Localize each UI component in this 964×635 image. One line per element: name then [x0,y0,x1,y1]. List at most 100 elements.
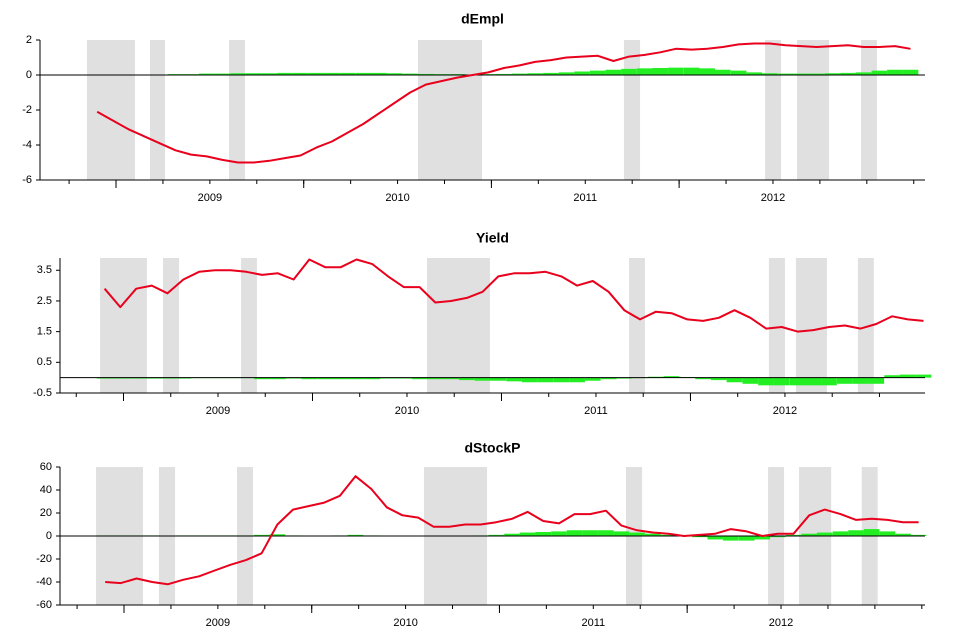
bar [770,536,786,538]
bar [590,70,606,75]
bar [459,377,475,381]
shaded-period [229,40,245,180]
panel: Yield -0.5 0.5 1.5 2.5 3.5 2009 2010 2011 2012 [33,230,932,417]
bar [910,534,927,536]
bar [504,533,520,536]
bar [308,72,325,75]
panel-title: Yield [476,230,509,246]
bar [558,72,575,75]
bar [332,377,349,380]
bar [370,72,387,75]
y-tick-label: -60 [36,599,52,611]
y-tick-label: 0 [46,530,52,542]
y-tick-label: -0.5 [33,387,52,399]
x-tick-label: 2011 [581,617,605,629]
y-tick-label: 2 [26,34,32,46]
bar [758,377,774,386]
bar [855,72,872,75]
x-tick-label: 2012 [773,405,797,417]
bar [652,68,669,75]
bar [836,377,853,384]
bar [605,69,622,75]
bar [824,73,841,75]
bar [668,67,684,75]
shaded-period [795,258,827,393]
bar [801,533,818,536]
shaded-period [241,258,257,393]
bar [761,73,778,75]
bar [773,377,790,386]
bar [730,70,747,75]
shaded-period [162,258,180,393]
bar [551,531,567,536]
bar [584,377,601,381]
bar [277,72,293,75]
bar [347,534,364,536]
shaded-period [860,40,877,180]
shaded-period [100,258,147,393]
shaded-period [86,40,135,180]
x-tick-label: 2009 [206,405,230,417]
bar [699,68,716,75]
bar [742,377,759,384]
bar [895,533,911,536]
x-tick-label: 2010 [385,192,409,204]
bar [364,377,381,380]
bar [636,68,653,75]
bar [527,73,543,75]
bar [317,377,334,380]
bar [566,530,583,536]
bar [261,73,278,75]
bar [506,377,523,382]
bar [582,530,598,536]
bar [613,531,630,536]
panel-title: dStockP [464,440,520,456]
bar [600,377,617,380]
y-tick-label: 0 [26,69,32,81]
bar [230,73,246,75]
bar [574,71,590,75]
bar [355,72,372,75]
shaded-period [149,40,166,180]
panel: dStockP -60 -40 -20 0 20 40 60 2009 2010 2011 2012 [36,440,927,629]
bar [695,377,712,380]
y-tick-label: 20 [40,507,52,519]
y-tick-label: 1.5 [37,326,52,338]
bar [710,377,727,381]
bar [821,377,837,386]
y-tick-label: -20 [36,553,52,565]
x-tick-label: 2011 [573,192,597,204]
bar [899,374,916,378]
bar [691,536,708,538]
y-tick-label: -40 [36,576,52,588]
bar [738,536,755,541]
y-tick-label: 3.5 [37,264,52,276]
bar [832,531,849,536]
bar [474,377,491,381]
y-tick-label: -2 [22,104,32,116]
bar [598,530,614,536]
x-tick-label: 2009 [206,617,230,629]
bar [214,73,231,75]
bar [723,536,739,541]
bar [808,73,825,75]
bar [840,72,856,75]
bar [270,377,286,380]
bar [488,534,505,536]
shaded-period [857,258,874,393]
bar [443,377,459,380]
bar [569,377,585,383]
bar [269,534,286,536]
bar [339,72,356,75]
shaded-period [768,258,785,393]
bar [663,376,680,378]
bar [621,68,637,75]
bar [777,73,794,75]
bar [427,377,444,380]
bar [715,69,731,75]
bar [871,70,888,75]
line [96,42,911,164]
bar [805,377,822,386]
